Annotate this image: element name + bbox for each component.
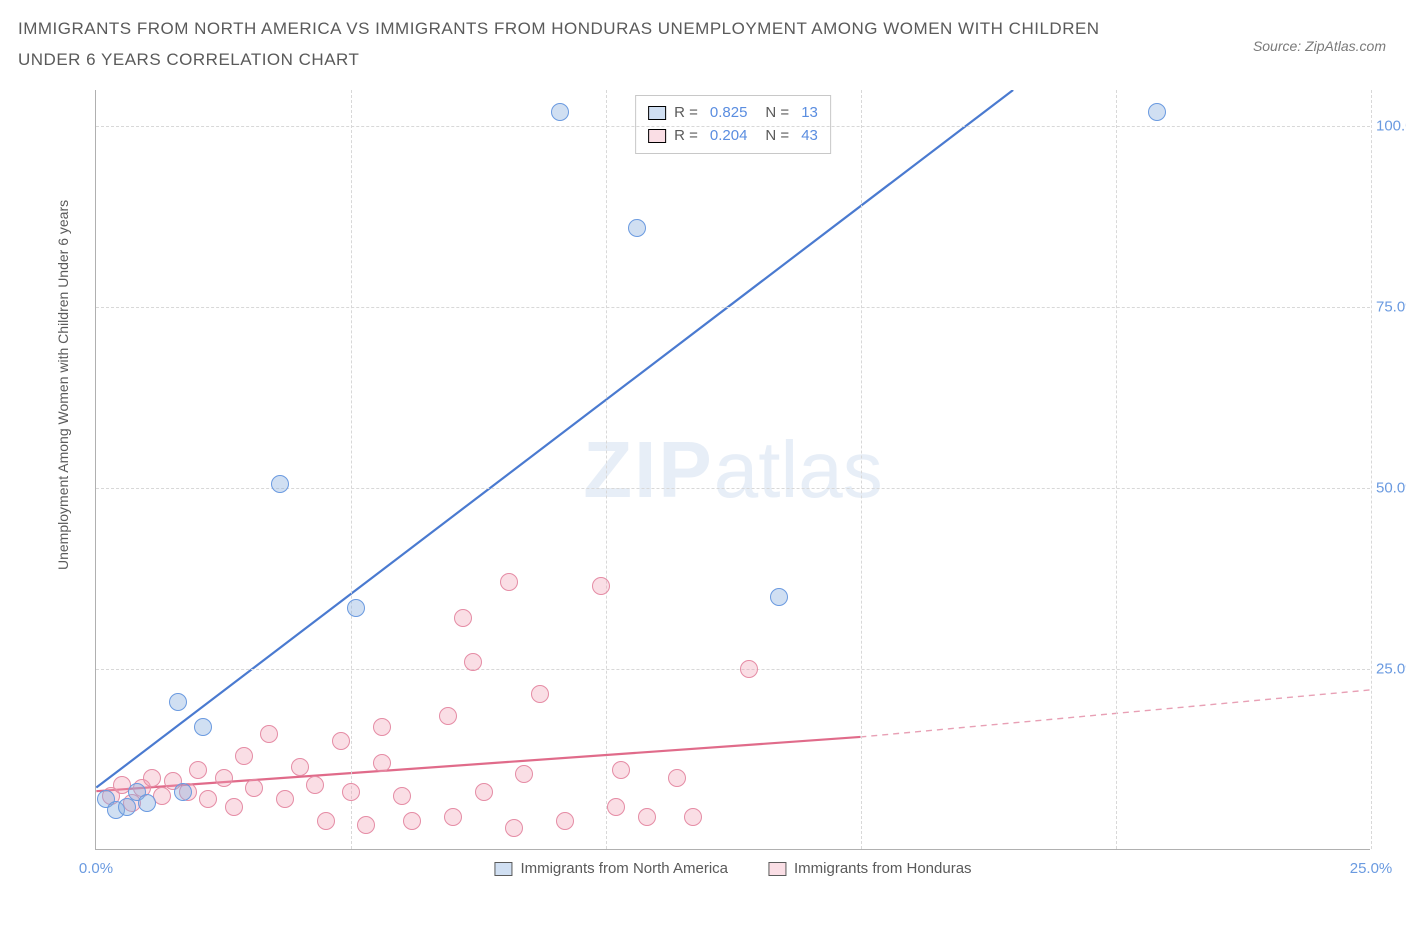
gridline-v <box>351 90 352 849</box>
gridline-v <box>606 90 607 849</box>
legend-swatch-pink <box>648 129 666 143</box>
data-point <box>215 769 233 787</box>
data-point <box>332 732 350 750</box>
gridline-h <box>96 669 1370 670</box>
data-point <box>770 588 788 606</box>
legend-item-blue: Immigrants from North America <box>494 860 728 877</box>
data-point <box>199 790 217 808</box>
data-point <box>668 769 686 787</box>
data-point <box>444 808 462 826</box>
data-point <box>306 776 324 794</box>
legend-swatch-blue <box>494 862 512 876</box>
legend-series: Immigrants from North America Immigrants… <box>494 860 971 877</box>
legend-blue-n: 13 <box>801 102 818 125</box>
data-point <box>556 812 574 830</box>
data-point <box>260 725 278 743</box>
legend-blue-r: 0.825 <box>710 102 748 125</box>
data-point <box>393 787 411 805</box>
data-point <box>551 103 569 121</box>
legend-row-pink: R = 0.204 N = 43 <box>648 125 818 148</box>
legend-label-blue: Immigrants from North America <box>520 860 728 877</box>
data-point <box>225 798 243 816</box>
legend-swatch-blue <box>648 106 666 120</box>
data-point <box>291 758 309 776</box>
legend-r-label: R = <box>674 125 698 148</box>
data-point <box>464 653 482 671</box>
legend-n-label: N = <box>765 125 789 148</box>
watermark-zip: ZIP <box>583 425 713 514</box>
data-point <box>592 577 610 595</box>
source-label: Source: ZipAtlas.com <box>1253 14 1386 54</box>
data-point <box>684 808 702 826</box>
watermark: ZIPatlas <box>583 424 882 516</box>
watermark-atlas: atlas <box>714 425 883 514</box>
data-point <box>475 783 493 801</box>
data-point <box>531 685 549 703</box>
gridline-v <box>1371 90 1372 849</box>
legend-item-pink: Immigrants from Honduras <box>768 860 972 877</box>
data-point <box>143 769 161 787</box>
legend-row-blue: R = 0.825 N = 13 <box>648 102 818 125</box>
legend-correlation: R = 0.825 N = 13 R = 0.204 N = 43 <box>635 95 831 154</box>
legend-pink-n: 43 <box>801 125 818 148</box>
legend-swatch-pink <box>768 862 786 876</box>
data-point <box>357 816 375 834</box>
gridline-v <box>1116 90 1117 849</box>
gridline-h <box>96 307 1370 308</box>
data-point <box>638 808 656 826</box>
data-point <box>138 794 156 812</box>
data-point <box>169 693 187 711</box>
data-point <box>189 761 207 779</box>
data-point <box>439 707 457 725</box>
data-point <box>174 783 192 801</box>
data-point <box>347 599 365 617</box>
data-point <box>1148 103 1166 121</box>
data-point <box>373 754 391 772</box>
chart-area: Unemployment Among Women with Children U… <box>50 90 1370 890</box>
y-tick-label: 50.0% <box>1376 480 1406 497</box>
data-point <box>454 609 472 627</box>
data-point <box>317 812 335 830</box>
data-point <box>235 747 253 765</box>
data-point <box>245 779 263 797</box>
y-axis-label: Unemployment Among Women with Children U… <box>55 200 71 570</box>
data-point <box>612 761 630 779</box>
data-point <box>500 573 518 591</box>
gridline-h <box>96 126 1370 127</box>
x-tick-label: 0.0% <box>79 860 113 877</box>
y-tick-label: 100.0% <box>1376 118 1406 135</box>
legend-n-label: N = <box>765 102 789 125</box>
scatter-plot: ZIPatlas R = 0.825 N = 13 R = 0.204 N = … <box>95 90 1370 850</box>
trend-lines <box>96 90 1370 849</box>
data-point <box>373 718 391 736</box>
y-tick-label: 75.0% <box>1376 299 1406 316</box>
y-tick-label: 25.0% <box>1376 661 1406 678</box>
gridline-v <box>861 90 862 849</box>
x-tick-label: 25.0% <box>1350 860 1393 877</box>
data-point <box>276 790 294 808</box>
legend-pink-r: 0.204 <box>710 125 748 148</box>
data-point <box>342 783 360 801</box>
legend-label-pink: Immigrants from Honduras <box>794 860 972 877</box>
data-point <box>194 718 212 736</box>
data-point <box>271 475 289 493</box>
data-point <box>628 219 646 237</box>
data-point <box>740 660 758 678</box>
chart-title: IMMIGRANTS FROM NORTH AMERICA VS IMMIGRA… <box>18 14 1118 75</box>
legend-r-label: R = <box>674 102 698 125</box>
data-point <box>403 812 421 830</box>
data-point <box>505 819 523 837</box>
data-point <box>515 765 533 783</box>
data-point <box>607 798 625 816</box>
